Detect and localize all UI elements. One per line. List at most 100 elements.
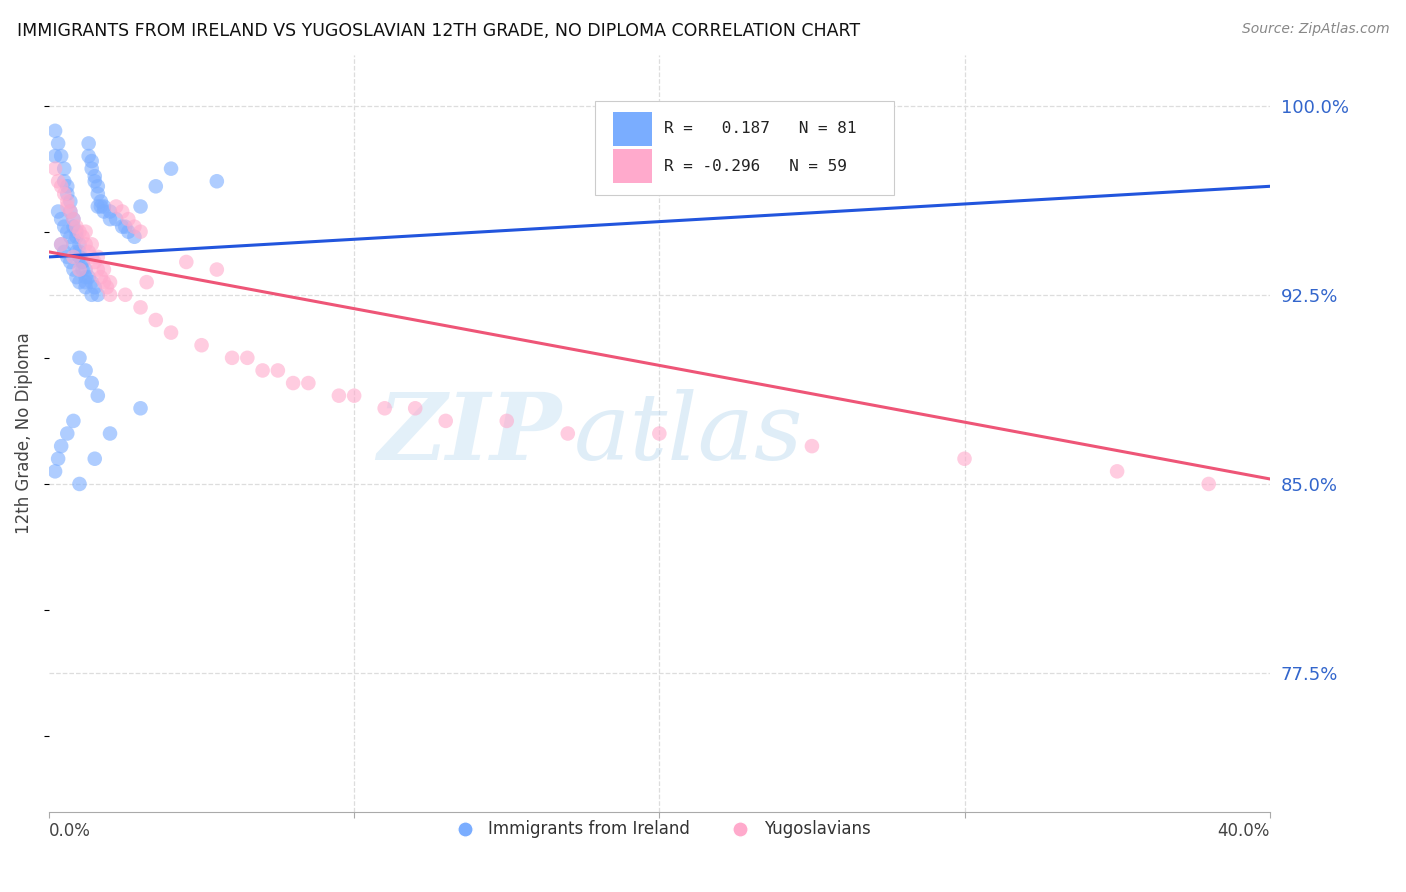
Point xyxy=(56,225,79,239)
Point xyxy=(72,262,94,277)
Point xyxy=(236,351,259,365)
Point xyxy=(51,212,73,227)
Point xyxy=(44,464,66,478)
Point xyxy=(69,275,91,289)
Point xyxy=(145,179,167,194)
Point xyxy=(205,262,228,277)
Point xyxy=(281,376,304,390)
Point xyxy=(44,161,66,176)
Point xyxy=(93,262,115,277)
Point xyxy=(129,225,152,239)
Point xyxy=(65,219,87,234)
Point xyxy=(59,204,82,219)
Point xyxy=(129,301,152,315)
Text: R = -0.296   N = 59: R = -0.296 N = 59 xyxy=(664,159,846,174)
Point xyxy=(53,161,76,176)
Point xyxy=(75,270,97,285)
Point xyxy=(328,389,350,403)
Point xyxy=(72,229,94,244)
Point xyxy=(53,219,76,234)
Point xyxy=(87,199,110,213)
Point xyxy=(129,401,152,416)
Point xyxy=(145,313,167,327)
Point xyxy=(62,414,84,428)
Point xyxy=(77,270,100,285)
Point xyxy=(297,376,319,390)
Point xyxy=(98,275,121,289)
Point xyxy=(93,204,115,219)
Point xyxy=(56,186,79,201)
Point xyxy=(87,389,110,403)
Point xyxy=(51,237,73,252)
Point xyxy=(62,212,84,227)
Point xyxy=(557,426,579,441)
Point xyxy=(75,237,97,252)
Point xyxy=(90,270,112,285)
Point xyxy=(65,270,87,285)
Point xyxy=(87,287,110,301)
Point xyxy=(434,414,457,428)
Point xyxy=(374,401,396,416)
Point xyxy=(59,204,82,219)
Point xyxy=(69,262,91,277)
Point xyxy=(75,363,97,377)
Point xyxy=(46,451,69,466)
Point xyxy=(176,255,198,269)
Point xyxy=(98,212,121,227)
Point xyxy=(83,451,105,466)
Text: 40.0%: 40.0% xyxy=(1218,822,1270,840)
Point xyxy=(404,401,426,416)
Point xyxy=(53,186,76,201)
Point xyxy=(80,161,103,176)
Point xyxy=(96,280,118,294)
Point xyxy=(83,255,105,269)
Point xyxy=(56,179,79,194)
Text: IMMIGRANTS FROM IRELAND VS YUGOSLAVIAN 12TH GRADE, NO DIPLOMA CORRELATION CHART: IMMIGRANTS FROM IRELAND VS YUGOSLAVIAN 1… xyxy=(17,22,860,40)
Point xyxy=(69,250,91,264)
Point xyxy=(160,326,183,340)
Point xyxy=(62,250,84,264)
Point xyxy=(93,275,115,289)
FancyBboxPatch shape xyxy=(613,112,652,145)
Point xyxy=(343,389,366,403)
Point xyxy=(46,136,69,151)
Point xyxy=(90,199,112,213)
Point xyxy=(69,351,91,365)
Point xyxy=(111,204,134,219)
Point xyxy=(62,262,84,277)
Point xyxy=(44,124,66,138)
Text: Source: ZipAtlas.com: Source: ZipAtlas.com xyxy=(1241,22,1389,37)
Point xyxy=(105,199,128,213)
Point xyxy=(62,237,84,252)
Point xyxy=(75,225,97,239)
Point xyxy=(93,199,115,213)
FancyBboxPatch shape xyxy=(595,101,894,195)
Text: R =   0.187   N = 81: R = 0.187 N = 81 xyxy=(664,121,856,136)
Point xyxy=(98,204,121,219)
FancyBboxPatch shape xyxy=(613,149,652,184)
Point xyxy=(65,229,87,244)
Point xyxy=(51,439,73,453)
Point xyxy=(72,255,94,269)
Point xyxy=(129,199,152,213)
Point xyxy=(114,287,136,301)
Point xyxy=(80,275,103,289)
Point xyxy=(75,262,97,277)
Point xyxy=(190,338,212,352)
Point xyxy=(80,287,103,301)
Text: ZIP: ZIP xyxy=(377,389,561,478)
Point xyxy=(59,229,82,244)
Point xyxy=(117,212,139,227)
Point xyxy=(77,136,100,151)
Point xyxy=(252,363,274,377)
Point xyxy=(160,161,183,176)
Point xyxy=(69,477,91,491)
Point xyxy=(135,275,157,289)
Point xyxy=(98,426,121,441)
Point xyxy=(495,414,517,428)
Point xyxy=(111,219,134,234)
Point xyxy=(59,255,82,269)
Point xyxy=(69,225,91,239)
Point xyxy=(87,262,110,277)
Text: 0.0%: 0.0% xyxy=(49,822,91,840)
